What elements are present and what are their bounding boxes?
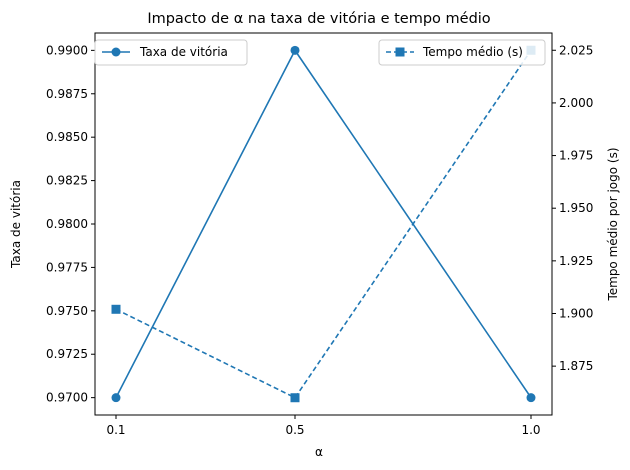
left-y-axis: 0.9700 0.9725 0.9750 0.9775 0.9800 0.9825 0.98… (46, 43, 95, 405)
right-y-axis-label: Tempo médio por jogo (s) (606, 147, 620, 301)
left-y-tick-label: 0.9850 (46, 130, 88, 144)
left-y-tick-label: 0.9725 (46, 347, 88, 361)
right-y-tick-label: 1.950 (559, 201, 593, 215)
right-y-tick-label: 1.975 (559, 149, 593, 163)
series-line-1 (115, 48, 532, 399)
x-tick-label: 0.5 (285, 423, 304, 437)
left-y-tick-label: 0.9750 (46, 304, 88, 318)
x-axis: 0.1 0.5 1.0 (106, 415, 541, 437)
left-y-tick-label: 0.9700 (46, 391, 88, 405)
legend-left-marker (111, 47, 121, 57)
right-y-tick-label: 1.925 (559, 254, 593, 268)
series-line-2 (115, 49, 532, 399)
right-y-tick-label: 1.875 (559, 359, 593, 373)
legend-right-label: Tempo médio (s) (422, 45, 523, 59)
x-tick-label: 0.1 (106, 423, 125, 437)
chart-title: Impacto de α na taxa de vitória e tempo … (147, 11, 490, 27)
left-y-tick-label: 0.9800 (46, 217, 88, 231)
x-axis-label: α (315, 445, 323, 459)
left-y-axis-label: Taxa de vitória (9, 180, 23, 269)
series-2-point (111, 304, 121, 314)
series-1-point (290, 45, 300, 55)
left-y-tick-label: 0.9875 (46, 87, 88, 101)
legend-right-marker (395, 47, 405, 57)
right-y-tick-label: 2.000 (559, 96, 593, 110)
legend-left-frame (94, 39, 248, 66)
right-y-tick-label: 2.025 (559, 43, 593, 57)
x-tick-label: 1.0 (521, 423, 540, 437)
legend-right: Tempo médio (s) (378, 39, 546, 66)
legend-left-label: Taxa de vitória (139, 45, 228, 59)
left-y-tick-label: 0.9900 (46, 43, 88, 57)
left-y-tick-label: 0.9775 (46, 260, 88, 274)
series-1-point (111, 393, 121, 403)
plot-area (94, 32, 553, 416)
right-y-tick-label: 1.900 (559, 306, 593, 320)
series-1-point (526, 393, 536, 403)
legend-left: Taxa de vitória (94, 39, 248, 66)
series-2-point (290, 393, 300, 403)
left-y-tick-label: 0.9825 (46, 174, 88, 188)
right-y-axis: 1.875 1.900 1.925 1.950 1.975 2.000 2.025 (552, 43, 593, 373)
legend-right-frame (378, 39, 546, 66)
series-layer (111, 45, 536, 403)
